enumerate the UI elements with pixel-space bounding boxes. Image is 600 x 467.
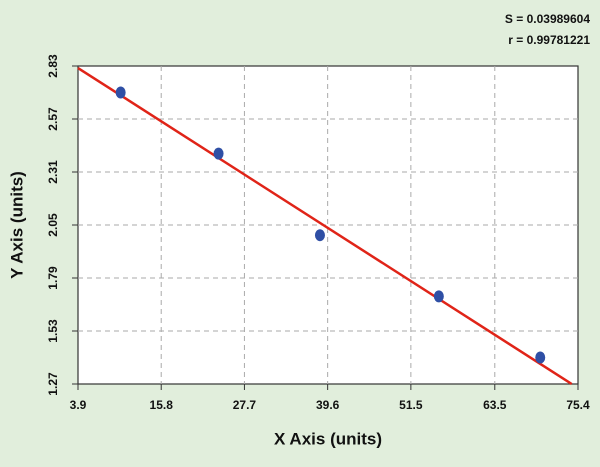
annotation: r = 0.99781221 bbox=[508, 33, 590, 47]
annotation: S = 0.03989604 bbox=[505, 12, 590, 26]
y-tick-label: 2.05 bbox=[46, 213, 60, 237]
y-tick-label: 1.53 bbox=[46, 319, 60, 343]
y-tick-label: 2.57 bbox=[46, 107, 60, 131]
data-point bbox=[535, 351, 546, 364]
x-axis-title: X Axis (units) bbox=[274, 429, 382, 448]
data-point bbox=[213, 147, 224, 160]
x-tick-label: 51.5 bbox=[399, 398, 423, 412]
data-point bbox=[115, 86, 126, 99]
y-axis-title: Y Axis (units) bbox=[7, 171, 26, 279]
y-tick-label: 1.27 bbox=[46, 372, 60, 396]
data-point bbox=[433, 290, 444, 303]
y-tick-label: 2.31 bbox=[46, 160, 60, 184]
x-tick-label: 75.4 bbox=[566, 398, 590, 412]
x-tick-label: 63.5 bbox=[483, 398, 507, 412]
x-tick-label: 27.7 bbox=[233, 398, 257, 412]
x-tick-label: 3.9 bbox=[70, 398, 87, 412]
y-tick-label: 1.79 bbox=[46, 266, 60, 290]
data-point bbox=[314, 229, 325, 242]
y-tick-label: 2.83 bbox=[46, 54, 60, 78]
x-tick-label: 15.8 bbox=[150, 398, 174, 412]
x-tick-label: 39.6 bbox=[316, 398, 340, 412]
fit-line bbox=[77, 66, 573, 386]
